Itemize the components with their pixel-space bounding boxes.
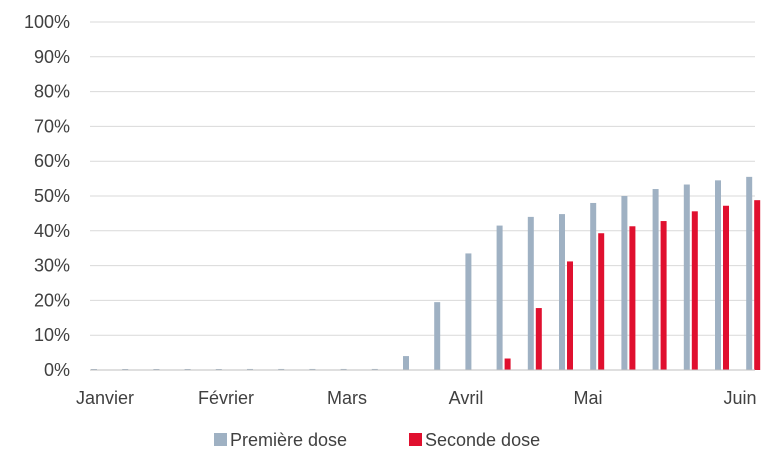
bar-premiere-dose[interactable] [559,214,565,370]
bar-premiere-dose[interactable] [496,225,503,370]
gridlines [90,21,755,336]
bar-seconde-dose[interactable] [629,226,636,370]
legend-label-seconde-dose: Seconde dose [425,430,540,450]
legend-swatch-premiere-dose [214,433,227,446]
bar-seconde-dose[interactable] [691,211,698,370]
legend-item-seconde-dose[interactable]: Seconde dose [409,430,540,450]
bars [91,176,761,370]
bar-premiere-dose[interactable] [309,368,316,370]
legend: Première dose Seconde dose [214,430,540,450]
bar-seconde-dose[interactable] [660,221,667,370]
bar-premiere-dose[interactable] [683,184,690,370]
bar-premiere-dose[interactable] [621,196,628,370]
y-tick-label: 30% [34,256,70,276]
y-tick-label: 60% [34,151,70,171]
bar-premiere-dose[interactable] [465,253,472,370]
x-axis-labels: Janvier Février Mars Avril Mai Juin [76,388,757,408]
x-tick-label: Mars [327,388,367,408]
x-tick-label: Février [198,388,254,408]
bar-premiere-dose[interactable] [247,368,253,370]
x-tick-label: Avril [449,388,484,408]
legend-item-premiere-dose[interactable]: Première dose [214,430,347,450]
y-tick-label: 80% [34,82,70,102]
bar-seconde-dose[interactable] [723,205,729,370]
bar-seconde-dose[interactable] [598,233,605,370]
y-tick-label: 50% [34,186,70,206]
y-tick-label: 70% [34,116,70,136]
bar-premiere-dose[interactable] [715,180,721,370]
bar-premiere-dose[interactable] [590,202,597,370]
bar-premiere-dose[interactable] [746,176,753,370]
bar-seconde-dose[interactable] [504,358,511,370]
legend-swatch-seconde-dose [409,433,422,446]
legend-label-premiere-dose: Première dose [230,430,347,450]
x-tick-label: Janvier [76,388,134,408]
y-tick-label: 40% [34,221,70,241]
bar-seconde-dose[interactable] [567,261,573,370]
bar-premiere-dose[interactable] [434,302,441,370]
bar-seconde-dose[interactable] [535,308,542,370]
bar-premiere-dose[interactable] [652,189,659,370]
y-tick-label: 90% [34,47,70,67]
bar-premiere-dose[interactable] [278,368,285,370]
y-tick-label: 100% [24,12,70,32]
x-tick-label: Juin [723,388,756,408]
bar-premiere-dose[interactable] [527,216,534,370]
bar-seconde-dose[interactable] [754,200,761,370]
bar-premiere-dose[interactable] [371,368,378,370]
bar-premiere-dose[interactable] [340,368,347,370]
y-tick-label: 20% [34,290,70,310]
x-tick-label: Mai [573,388,602,408]
y-axis-labels: 0% 10% 20% 30% 40% 50% 60% 70% 80% 90% 100% [24,12,70,380]
y-tick-label: 10% [34,325,70,345]
bar-premiere-dose[interactable] [403,356,409,370]
y-tick-label: 0% [44,360,70,380]
